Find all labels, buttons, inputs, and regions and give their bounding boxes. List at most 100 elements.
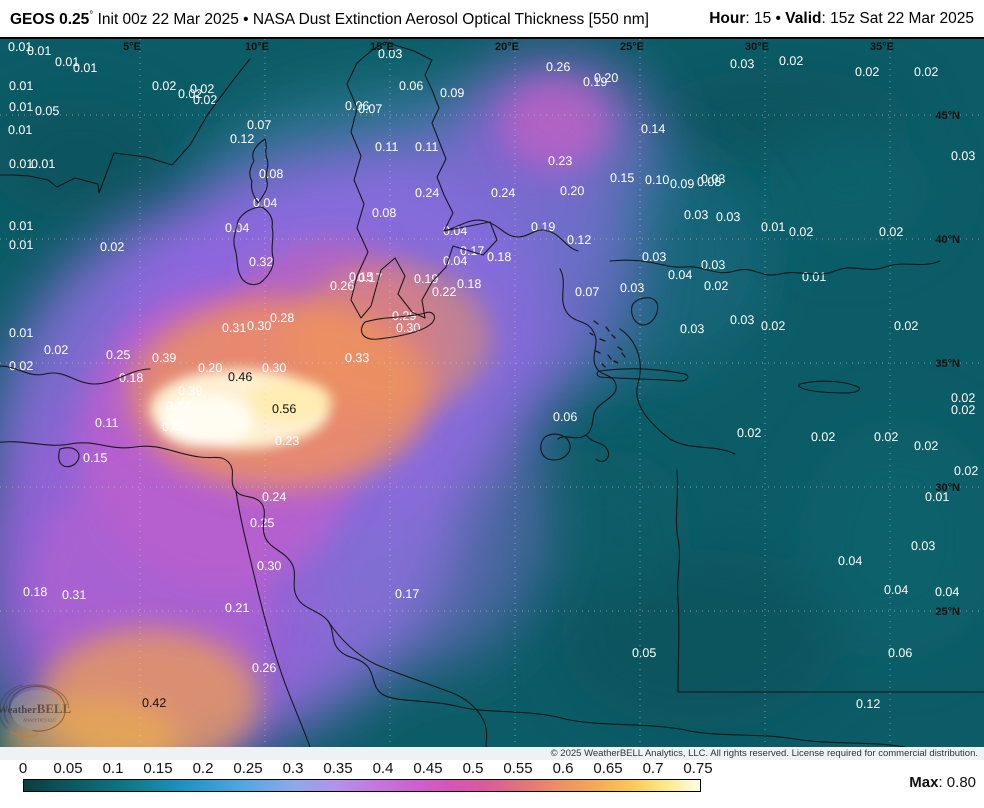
svg-text:0.02: 0.02 — [737, 426, 761, 440]
svg-text:0.01: 0.01 — [27, 44, 51, 58]
svg-text:0.12: 0.12 — [856, 697, 880, 711]
svg-text:45°N: 45°N — [935, 110, 960, 122]
svg-text:0.17: 0.17 — [460, 244, 484, 258]
svg-text:0.39: 0.39 — [152, 351, 176, 365]
svg-text:0.03: 0.03 — [730, 57, 754, 71]
svg-text:ANALYTICS LLC: ANALYTICS LLC — [23, 718, 56, 723]
svg-text:0.45: 0.45 — [162, 420, 186, 434]
svg-text:0.03: 0.03 — [620, 281, 644, 295]
svg-text:0.24: 0.24 — [415, 186, 439, 200]
svg-text:0.08: 0.08 — [372, 206, 396, 220]
svg-text:0.23: 0.23 — [275, 434, 299, 448]
svg-text:0.01: 0.01 — [802, 270, 826, 284]
svg-text:0.02: 0.02 — [879, 225, 903, 239]
svg-text:0.11: 0.11 — [95, 416, 118, 430]
svg-text:0.01: 0.01 — [31, 157, 55, 171]
svg-text:0.30: 0.30 — [257, 559, 281, 573]
svg-text:0.02: 0.02 — [704, 279, 728, 293]
svg-text:WeatherBELL: WeatherBELL — [0, 702, 71, 716]
svg-text:0.24: 0.24 — [491, 186, 515, 200]
svg-text:0.24: 0.24 — [262, 490, 286, 504]
svg-text:30°E: 30°E — [745, 41, 769, 53]
svg-text:0.01: 0.01 — [9, 157, 33, 171]
svg-text:0.17: 0.17 — [395, 587, 419, 601]
svg-text:0.01: 0.01 — [9, 100, 33, 114]
svg-text:0.02: 0.02 — [954, 464, 978, 478]
svg-text:0.08: 0.08 — [259, 167, 283, 181]
svg-text:0.05: 0.05 — [35, 104, 59, 118]
svg-text:0.09: 0.09 — [670, 177, 694, 191]
svg-text:0.21: 0.21 — [225, 601, 249, 615]
svg-text:0.05: 0.05 — [632, 646, 656, 660]
svg-text:0.02: 0.02 — [193, 93, 217, 107]
svg-text:0.06: 0.06 — [553, 410, 577, 424]
svg-text:0.25: 0.25 — [250, 516, 274, 530]
svg-text:0.26: 0.26 — [546, 60, 570, 74]
svg-text:0.11: 0.11 — [375, 140, 398, 154]
svg-text:0.01: 0.01 — [9, 219, 33, 233]
svg-text:0.12: 0.12 — [230, 132, 254, 146]
svg-text:0.06: 0.06 — [399, 79, 423, 93]
svg-text:0.04: 0.04 — [668, 268, 692, 282]
svg-text:10°E: 10°E — [245, 41, 269, 53]
svg-text:0.07: 0.07 — [358, 102, 382, 116]
svg-text:0.06: 0.06 — [888, 646, 912, 660]
svg-text:0.03: 0.03 — [701, 258, 725, 272]
svg-text:0.04: 0.04 — [884, 583, 908, 597]
svg-text:0.02: 0.02 — [811, 430, 835, 444]
svg-text:0.03: 0.03 — [680, 322, 704, 336]
svg-text:30°N: 30°N — [935, 482, 960, 494]
svg-text:0.02: 0.02 — [44, 343, 68, 357]
svg-text:0.20: 0.20 — [594, 71, 618, 85]
svg-text:0.01: 0.01 — [9, 238, 33, 252]
svg-text:0.31: 0.31 — [222, 321, 246, 335]
svg-text:0.02: 0.02 — [914, 439, 938, 453]
svg-text:0.56: 0.56 — [272, 402, 296, 416]
svg-text:25°N: 25°N — [935, 606, 960, 618]
svg-text:0.18: 0.18 — [23, 585, 47, 599]
svg-text:0.02: 0.02 — [894, 319, 918, 333]
svg-text:0.03: 0.03 — [951, 149, 975, 163]
svg-text:0.39: 0.39 — [178, 384, 202, 398]
svg-text:0.04: 0.04 — [935, 585, 959, 599]
svg-text:0.02: 0.02 — [152, 79, 176, 93]
svg-text:0.18: 0.18 — [457, 277, 481, 291]
svg-text:35°N: 35°N — [935, 358, 960, 370]
svg-text:0.02: 0.02 — [789, 225, 813, 239]
svg-text:0.44: 0.44 — [166, 399, 190, 413]
svg-text:0.08: 0.08 — [697, 175, 721, 189]
svg-text:0.46: 0.46 — [228, 370, 252, 384]
svg-text:0.26: 0.26 — [252, 661, 276, 675]
svg-text:0.09: 0.09 — [440, 86, 464, 100]
svg-text:0.01: 0.01 — [9, 79, 33, 93]
svg-text:15°E: 15°E — [370, 41, 394, 53]
svg-text:0.07: 0.07 — [247, 118, 271, 132]
svg-text:0.02: 0.02 — [874, 430, 898, 444]
svg-text:35°E: 35°E — [870, 41, 894, 53]
svg-text:0.32: 0.32 — [249, 255, 273, 269]
svg-text:0.02: 0.02 — [855, 65, 879, 79]
svg-text:0.03: 0.03 — [716, 210, 740, 224]
svg-text:0.18: 0.18 — [487, 250, 511, 264]
svg-text:0.02: 0.02 — [951, 403, 975, 417]
svg-text:0.03: 0.03 — [684, 208, 708, 222]
svg-text:0.14: 0.14 — [641, 122, 665, 136]
svg-text:20°E: 20°E — [495, 41, 519, 53]
svg-text:0.25: 0.25 — [106, 348, 130, 362]
svg-text:0.01: 0.01 — [73, 61, 97, 75]
svg-text:0.30: 0.30 — [396, 321, 420, 335]
svg-text:0.12: 0.12 — [567, 233, 591, 247]
svg-text:0.22: 0.22 — [432, 285, 456, 299]
svg-text:0.03: 0.03 — [911, 539, 935, 553]
svg-text:0.01: 0.01 — [9, 326, 33, 340]
svg-text:0.20: 0.20 — [560, 184, 584, 198]
svg-text:40°N: 40°N — [935, 234, 960, 246]
svg-text:0.02: 0.02 — [914, 65, 938, 79]
svg-text:0.42: 0.42 — [142, 696, 166, 710]
svg-text:0.23: 0.23 — [548, 154, 572, 168]
svg-text:5°E: 5°E — [123, 41, 141, 53]
svg-text:0.02: 0.02 — [100, 240, 124, 254]
svg-text:0.04: 0.04 — [838, 554, 862, 568]
svg-text:0.28: 0.28 — [270, 311, 294, 325]
svg-text:0.15: 0.15 — [610, 171, 634, 185]
